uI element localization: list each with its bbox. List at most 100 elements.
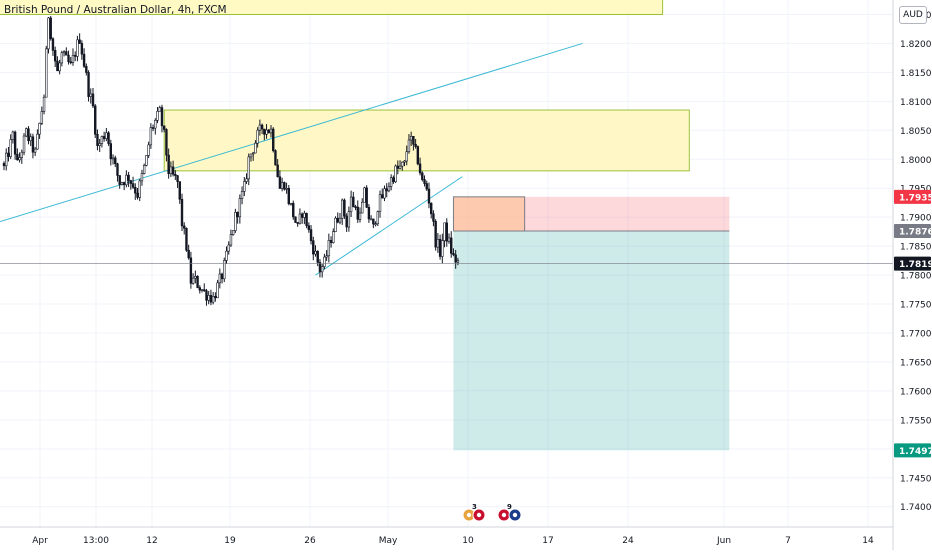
candle-body bbox=[118, 175, 121, 185]
candle-body bbox=[298, 213, 302, 224]
candle-body bbox=[114, 157, 117, 165]
candle-body bbox=[69, 61, 72, 64]
candle-body bbox=[53, 50, 57, 62]
candle-body bbox=[109, 143, 113, 160]
candle-body bbox=[385, 188, 388, 192]
middle-supply-zone bbox=[163, 109, 690, 172]
candle-body bbox=[447, 237, 451, 242]
candle-body bbox=[303, 212, 306, 218]
price-tick-label: 1.82000 bbox=[900, 40, 932, 50]
candle-body bbox=[65, 51, 68, 56]
chart-title: British Pound / Australian Dollar, 4h, F… bbox=[4, 4, 227, 16]
candle-body bbox=[347, 211, 351, 228]
candle-body bbox=[2, 163, 6, 167]
candle-body bbox=[122, 182, 126, 186]
candle-body bbox=[289, 202, 293, 205]
candle-body bbox=[252, 152, 255, 155]
time-tick-label: 19 bbox=[224, 536, 236, 546]
currency-badge[interactable]: AUD bbox=[899, 6, 927, 24]
candle-body bbox=[354, 206, 357, 208]
candle-body bbox=[42, 96, 46, 112]
candle-body bbox=[312, 240, 315, 255]
candle-body bbox=[80, 43, 84, 55]
candle-body bbox=[294, 216, 297, 223]
candle-body bbox=[314, 250, 317, 255]
candle-body bbox=[154, 120, 157, 129]
candle-body bbox=[438, 239, 442, 257]
candle-body bbox=[300, 213, 304, 218]
candle-body bbox=[198, 287, 201, 291]
candle-body bbox=[216, 282, 219, 299]
candle-body bbox=[47, 17, 50, 50]
candle-body bbox=[56, 60, 59, 72]
candle-body bbox=[158, 107, 161, 112]
candle-body bbox=[249, 153, 253, 158]
event-icon-uk-b-dot bbox=[501, 512, 507, 518]
candle-body bbox=[234, 211, 237, 231]
candle-body bbox=[427, 188, 431, 204]
candle-body bbox=[418, 163, 422, 174]
candle-body bbox=[38, 122, 41, 135]
candle-body bbox=[131, 183, 135, 188]
candle-body bbox=[105, 132, 108, 139]
candle-body bbox=[178, 181, 181, 200]
candle-body bbox=[274, 150, 277, 166]
candle-body bbox=[361, 201, 364, 214]
candle-body bbox=[94, 105, 97, 135]
candle-body bbox=[183, 225, 186, 229]
candle-body bbox=[247, 156, 250, 180]
top-supply-zone bbox=[0, 0, 664, 15]
time-tick-label: Apr bbox=[32, 536, 48, 546]
target-price-label-bg bbox=[894, 443, 931, 458]
candle-body bbox=[16, 153, 19, 161]
candle-body bbox=[82, 53, 86, 67]
candle-body bbox=[189, 257, 193, 284]
time-tick-label: Jun bbox=[716, 536, 731, 546]
candle-body bbox=[363, 187, 366, 203]
candle-body bbox=[429, 202, 433, 215]
price-tick-label: 1.77500 bbox=[900, 301, 932, 311]
candle-body bbox=[323, 256, 326, 267]
candle-body bbox=[78, 39, 81, 44]
candle-body bbox=[62, 51, 66, 54]
candle-body bbox=[29, 136, 32, 142]
candle-body bbox=[240, 191, 244, 199]
price-tick-label: 1.80500 bbox=[900, 127, 932, 137]
event-icon-au-dot bbox=[466, 512, 472, 518]
candle-body bbox=[107, 132, 110, 144]
stop-price-label-bg bbox=[894, 189, 931, 204]
candle-body bbox=[11, 131, 15, 140]
candle-body bbox=[425, 183, 428, 190]
candle-body bbox=[100, 136, 104, 144]
candle-body bbox=[260, 124, 264, 130]
candle-body bbox=[245, 178, 248, 182]
candle-body bbox=[280, 182, 284, 189]
candle-body bbox=[394, 165, 397, 183]
candle-body bbox=[305, 212, 308, 227]
candle-body bbox=[145, 155, 148, 166]
candle-body bbox=[49, 17, 52, 40]
candle-body bbox=[209, 295, 213, 303]
candle-body bbox=[60, 52, 64, 64]
candle-body bbox=[269, 128, 273, 134]
time-tick-label: May bbox=[379, 536, 398, 546]
candle-body bbox=[9, 139, 12, 157]
candle-body bbox=[278, 176, 282, 189]
candle-body bbox=[292, 202, 295, 218]
time-tick-label: 24 bbox=[622, 536, 634, 546]
candle-body bbox=[151, 127, 155, 129]
candle-body bbox=[445, 222, 448, 242]
candle-body bbox=[20, 151, 23, 158]
candle-body bbox=[358, 212, 362, 220]
candle-body bbox=[187, 249, 190, 259]
price-tick-label: 1.80000 bbox=[900, 156, 932, 166]
candle-body bbox=[7, 152, 10, 157]
candle-body bbox=[231, 230, 235, 235]
candle-body bbox=[31, 136, 35, 153]
candle-body bbox=[376, 211, 379, 225]
candle-body bbox=[45, 48, 48, 98]
candle-body bbox=[227, 244, 230, 252]
